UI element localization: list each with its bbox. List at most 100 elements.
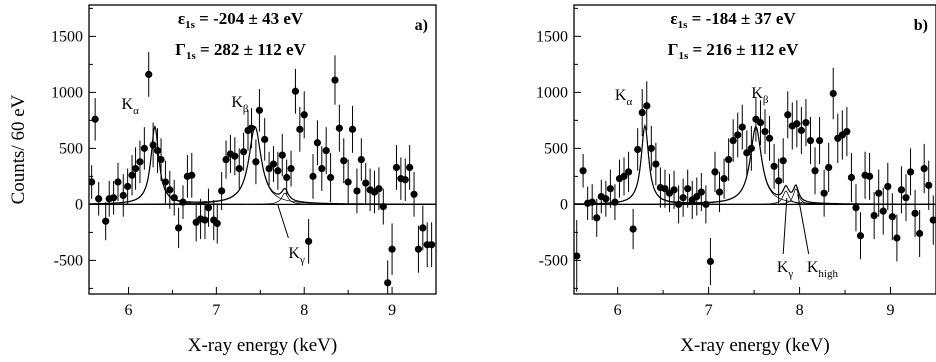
y-tick-label: 1000 (51, 84, 83, 101)
data-point (247, 124, 256, 132)
data-point (274, 167, 282, 175)
data-point (384, 279, 392, 287)
data-point (170, 194, 178, 202)
data-point (661, 185, 669, 193)
peak-label-leader (797, 193, 810, 255)
x-axis-label: X-ray energy (keV) (680, 335, 829, 356)
data-point (166, 186, 174, 194)
data-point (729, 136, 737, 145)
data-point (920, 164, 928, 173)
data-point (775, 177, 783, 185)
peak-label-leader (782, 197, 788, 255)
epsilon-annotation: ε1s = -184 ± 37 eV (670, 9, 796, 31)
data-point (278, 151, 286, 159)
data-point (715, 188, 724, 196)
data-point (697, 188, 705, 196)
x-axis-label: X-ray energy (keV) (188, 335, 337, 356)
data-point (353, 187, 361, 195)
data-point (820, 189, 828, 197)
data-point (634, 145, 642, 154)
data-point (157, 155, 165, 164)
data-point (252, 158, 260, 166)
x-tick-label: 8 (796, 302, 804, 319)
y-tick-label: -500 (54, 252, 83, 269)
data-point (811, 167, 819, 175)
panel-label: b) (914, 17, 928, 34)
data-point (300, 111, 308, 119)
data-point (593, 214, 601, 222)
data-point (188, 171, 196, 179)
gamma-annotation: Γ1s = 282 ± 112 eV (175, 40, 306, 62)
x-tick-label: 9 (887, 302, 895, 319)
data-point (326, 173, 335, 182)
data-point (131, 164, 140, 173)
data-point (175, 224, 183, 232)
data-point (906, 168, 915, 176)
data-point (765, 134, 774, 142)
data-point (574, 252, 581, 260)
data-point (428, 241, 436, 249)
data-point (128, 171, 136, 179)
data-point (897, 186, 906, 194)
data-point (318, 164, 326, 173)
data-point (114, 178, 122, 186)
data-point (797, 126, 805, 135)
data-point (761, 127, 769, 136)
data-point (283, 173, 291, 182)
data-point (240, 148, 248, 156)
y-tick-label: 1000 (536, 84, 568, 101)
data-points (574, 67, 936, 292)
peak-label: Kβ (231, 94, 249, 115)
y-tick-label: 1500 (536, 28, 568, 45)
data-point (401, 176, 409, 184)
data-point (153, 147, 162, 155)
data-point (322, 147, 330, 155)
data-point (629, 225, 637, 233)
data-point (335, 124, 343, 132)
data-point (149, 141, 157, 149)
data-point (313, 139, 322, 147)
data-point (357, 155, 365, 164)
fit-total-curve (573, 123, 936, 205)
data-point (734, 131, 742, 139)
data-point (388, 245, 396, 253)
x-tick-label: 6 (614, 302, 622, 319)
data-point (109, 194, 118, 202)
data-point (255, 106, 264, 114)
plot-frame (573, 4, 936, 295)
data-point (348, 125, 357, 133)
data-point (620, 172, 628, 180)
data-point (213, 219, 221, 228)
data-point (344, 178, 352, 186)
data-point (674, 200, 683, 208)
data-point (414, 245, 423, 253)
x-tick-label: 6 (125, 302, 133, 319)
x-tick-label: 8 (300, 302, 308, 319)
data-point (793, 120, 801, 128)
data-point (375, 185, 383, 193)
peak-label: Khigh (807, 259, 839, 280)
data-point (419, 224, 427, 232)
data-point (89, 178, 96, 186)
data-point (738, 123, 746, 131)
data-point (235, 164, 243, 173)
data-point (291, 87, 300, 95)
y-tick-label: 0 (75, 196, 83, 213)
y-tick-label: 1500 (51, 28, 83, 45)
data-point (340, 157, 348, 165)
data-point (847, 173, 856, 182)
data-point (95, 195, 103, 203)
data-point (902, 194, 910, 202)
data-point (829, 89, 837, 98)
data-point (747, 144, 755, 152)
data-point (638, 108, 646, 117)
data-point (916, 229, 924, 238)
data-point (652, 160, 660, 168)
data-point (331, 76, 339, 84)
gamma-annotation: Γ1s = 216 ± 112 eV (668, 40, 799, 62)
data-point (218, 187, 226, 195)
data-point (265, 164, 273, 173)
data-point (693, 192, 701, 201)
data-point (725, 155, 733, 164)
